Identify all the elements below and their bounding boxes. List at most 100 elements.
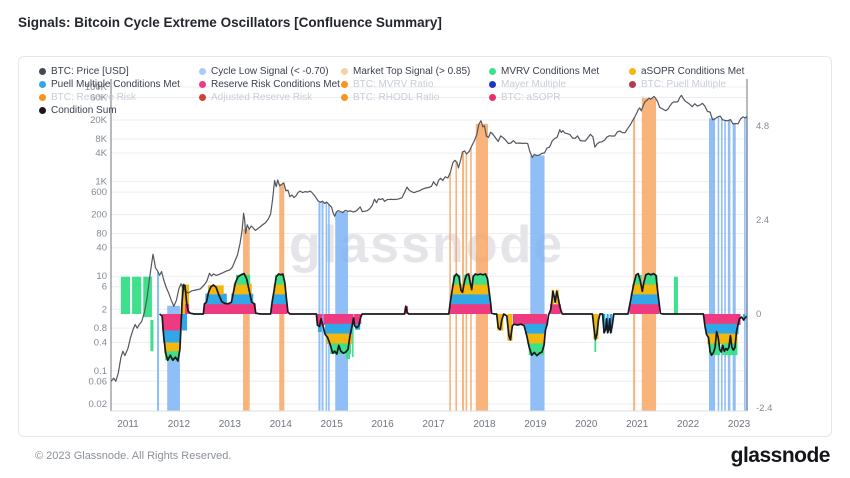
blue-condition-bar [181,314,188,331]
blue-condition-bar [325,323,353,335]
right-axis-tick-label: -2.4 [756,403,772,414]
blue-condition-bar [450,293,490,305]
x-axis-year-label: 2021 [626,419,649,430]
legend-item-btc-asopr[interactable]: BTC: aSOPR [489,91,599,104]
legend-series-dot [489,94,496,101]
right-axis-tick-label: 4.8 [756,121,769,132]
cycle-low-band [708,118,716,411]
legend-item-mvrv-conditions-met[interactable]: MVRV Conditions Met [489,65,599,78]
x-axis-year-label: 2018 [473,419,496,430]
legend-item-btc-reserve-risk[interactable]: BTC: Reserve Risk [39,91,180,104]
legend-column: MVRV Conditions Met Mayer Multiple BTC: aS… [489,65,599,104]
legend-item-label: MVRV Conditions Met [501,66,600,77]
pink-condition-bar [271,303,288,314]
legend-item-mayer-multiple[interactable]: Mayer Multiple [489,78,599,91]
green-condition-bar [594,337,597,353]
left-axis-tick-label: 40 [96,243,107,254]
pink-condition-bar [323,314,354,325]
btc-price-line [110,94,748,382]
legend-item-label: BTC: aSOPR [501,92,561,103]
market-top-band [449,173,451,411]
blue-condition-bar [525,323,547,335]
legend-series-dot [199,68,206,75]
cycle-low-band [727,120,731,412]
left-axis-tick-label: 100K [85,82,108,93]
legend-item-condition-sum[interactable]: Condition Sum [39,104,180,117]
legend-item-label: BTC: RHODL Ratio [353,92,440,103]
legend-item-btc-price-usd[interactable]: BTC: Price [USD] [39,65,180,78]
cycle-low-band [321,201,324,411]
x-axis-labels: 2011 2012 2013 2014 2015 2016 2017 2018 2019 2020… [117,419,750,430]
yellow-condition-bar [507,314,513,341]
legend-item-puell-multiple-conditions-met[interactable]: Puell Multiple Conditions Met [39,78,180,91]
legend-item-label: BTC: MVRV Ratio [353,79,434,90]
green-condition-bar [275,274,285,285]
yellow-condition-bar [233,283,252,295]
green-condition-bar [165,351,179,361]
cycle-low-band [328,204,330,411]
market-top-band [475,123,489,411]
yellow-condition-bar [451,283,489,295]
legend-item-cycle-low-signal-0-70[interactable]: Cycle Low Signal (< -0.70) [199,65,340,78]
legend-item-label: Puell Multiple Conditions Met [51,79,180,90]
legend-item-btc-rhodl-ratio[interactable]: BTC: RHODL Ratio [341,91,470,104]
cycle-low-band [720,118,723,412]
pink-condition-bar [512,314,548,325]
cycle-low-band [318,201,321,411]
legend-item-btc-puell-multiple[interactable]: BTC: Puell Multiple [629,78,744,91]
condition-sum-group [159,272,748,362]
yellow-condition-bar [273,283,286,295]
legend-series-dot [39,107,46,114]
green-condition-bar [120,276,131,314]
legend-item-btc-mvrv-ratio[interactable]: BTC: MVRV Ratio [341,78,470,91]
legend-series-dot [629,94,636,101]
left-axis-tick-label: 8K [95,134,107,145]
chart-title: Signals: Bitcoin Cycle Extreme Oscillato… [18,15,442,30]
legend-item-asopr-conditions-met[interactable]: aSOPR Conditions Met [629,65,744,78]
left-axis-tick-label: 0.8 [94,323,107,334]
chart-plot-area[interactable]: glassnode100K60K20K8K4K1K600200804010620… [19,57,831,436]
legend-item-market-top-signal-0-85[interactable]: Market Top Signal (> 0.85) [341,65,470,78]
blue-condition-bar [205,293,227,305]
green-condition-bar [150,319,154,352]
condition-sum-line [159,272,748,362]
pink-condition-bar [354,314,362,325]
legend-item-label: BTC: Price [USD] [51,66,129,77]
watermark-group: glassnode [289,216,564,274]
x-axis-year-label: 2022 [677,419,700,430]
pink-condition-bar [629,303,660,314]
left-axis-tick-label: 1K [95,177,107,188]
pink-condition-bar [449,303,491,314]
market-top-band [633,117,636,411]
watermark: glassnode [289,216,564,274]
blue-condition-bar [163,330,181,343]
cycle-low-band [724,120,726,411]
green-condition-bar [132,276,142,314]
yellow-condition-bar [207,285,224,295]
legend-item-[interactable]: - [629,91,744,104]
legend-item-adjusted-reserve-risk[interactable]: Adjusted Reserve Risk [199,91,340,104]
glassnode-logo[interactable]: glassnode [730,444,831,467]
legend-series-dot [489,68,496,75]
green-condition-bar [722,343,738,356]
axes [110,79,748,412]
legend-series-dot [629,68,636,75]
legend-series-dot [199,94,206,101]
legend-series-dot [629,81,636,88]
blue-condition-bar [603,314,606,333]
green-condition-bar [635,274,642,285]
footer-copyright: © 2023 Glassnode. All Rights Reserved. [35,450,232,462]
legend-column: aSOPR Conditions Met BTC: Puell Multiple - [629,65,744,104]
green-condition-bar [352,325,354,358]
yellow-condition-bar [164,342,180,354]
legend-item-reserve-risk-conditions-met[interactable]: Reserve Risk Conditions Met [199,78,340,91]
left-axis-tick-label: 4K [95,148,107,159]
legend-item-label: Market Top Signal (> 0.85) [353,66,471,77]
left-axis-tick-label: 6 [102,282,107,293]
cycle-low-band [530,155,545,411]
x-axis-year-label: 2014 [270,419,293,430]
market-top-band [462,151,465,411]
x-axis-year-label: 2011 [117,419,139,430]
green-condition-bar [673,276,678,314]
x-axis-year-label: 2020 [575,419,598,430]
